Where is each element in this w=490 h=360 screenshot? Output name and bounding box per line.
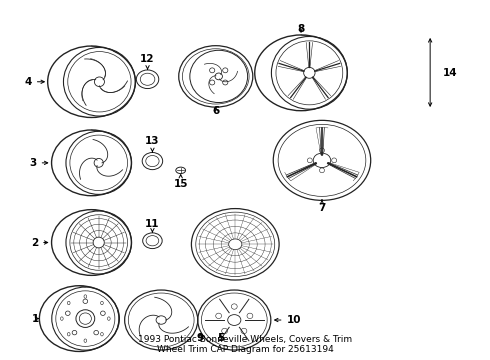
Text: 6: 6 — [212, 106, 220, 116]
Text: 2: 2 — [31, 238, 48, 248]
Text: 10: 10 — [275, 315, 301, 325]
Text: 15: 15 — [173, 175, 188, 189]
Text: 7: 7 — [318, 200, 326, 212]
Text: 11: 11 — [145, 219, 160, 232]
Text: 9: 9 — [196, 333, 204, 343]
Text: 1993 Pontiac Bonneville Wheels, Covers & Trim
Wheel Trim CAP Diagram for 2561319: 1993 Pontiac Bonneville Wheels, Covers &… — [138, 335, 352, 354]
Text: 14: 14 — [442, 68, 457, 78]
Text: 12: 12 — [140, 54, 155, 69]
Text: 8: 8 — [297, 24, 305, 34]
Text: 4: 4 — [24, 77, 44, 87]
Text: 1: 1 — [32, 314, 39, 324]
Text: 5: 5 — [217, 333, 224, 343]
Text: 3: 3 — [29, 158, 48, 168]
Text: 13: 13 — [145, 136, 160, 152]
